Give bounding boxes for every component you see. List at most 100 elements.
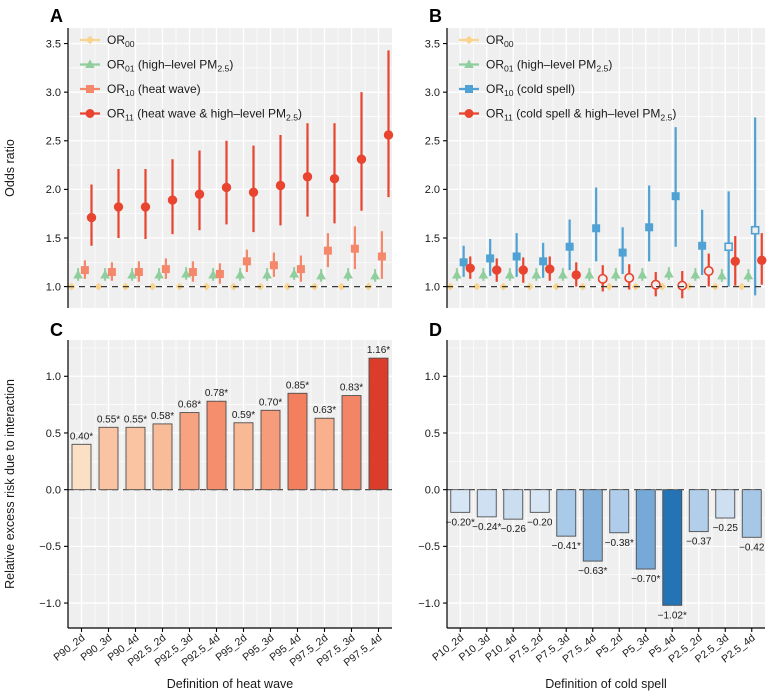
marker-square — [512, 252, 521, 261]
legend-item: OR01 (high–level PM2.5) — [80, 58, 233, 74]
x-axis-title: Definition of heat wave — [167, 677, 294, 691]
panel-d: −0.20*−0.24* −0.26−0.20 −0.41* −0.63* −0.38*… — [418, 320, 765, 691]
bar — [635, 489, 656, 570]
marker-triangle — [637, 269, 648, 279]
marker-diamond — [85, 35, 95, 45]
marker-circle — [464, 109, 474, 118]
marker-circle — [383, 130, 394, 140]
marker-circle — [167, 195, 178, 205]
bar-value-label: 0.55* — [124, 414, 147, 425]
marker-circle — [221, 182, 232, 193]
marker-circle — [571, 270, 581, 280]
marker-triangle — [127, 269, 137, 279]
bar — [476, 489, 497, 518]
marker-triangle — [289, 268, 299, 278]
y-tick-label: 0.0 — [46, 484, 61, 496]
series-or10 — [80, 226, 386, 284]
y-tick-label: −1.0 — [418, 598, 440, 610]
marker-triangle — [100, 269, 110, 279]
y-tick-label: 3.5 — [46, 38, 61, 50]
bar — [715, 489, 736, 519]
y-axis-title: Odds ratio — [3, 139, 17, 197]
y-tick-label: 1.5 — [425, 233, 440, 245]
marker-circle — [275, 180, 286, 191]
marker-circle — [356, 154, 367, 164]
marker-triangle — [262, 269, 272, 279]
legend-label-part: (high–level PM — [135, 58, 218, 72]
series-or01 — [451, 267, 754, 282]
bar — [368, 357, 389, 491]
marker-triangle — [716, 270, 727, 280]
marker-square — [350, 244, 359, 253]
marker-circle — [492, 265, 502, 275]
legend-label-part: ) — [608, 58, 612, 72]
bar-value-label: 1.16* — [367, 345, 390, 356]
bar-value-label: 0.40* — [70, 431, 93, 442]
marker-diamond — [552, 282, 561, 291]
legend-label-part: 2.5 — [660, 113, 672, 123]
legend-label-part: 00 — [504, 39, 514, 49]
x-axis-title: Definition of cold spell — [545, 677, 667, 691]
legend-label: OR11 (cold spell & high–level PM2.5) — [486, 107, 676, 123]
y-tick-label: 2.5 — [425, 136, 440, 148]
bar-value-label: −0.37 — [686, 537, 712, 548]
legend-label: OR01 (high–level PM2.5) — [486, 58, 612, 74]
legend-label-part: ) — [229, 58, 233, 72]
marker-triangle — [154, 269, 164, 279]
y-tick-label: −0.5 — [39, 541, 61, 553]
legend-label-part: 11 — [125, 113, 134, 123]
bar — [98, 426, 119, 491]
x-tick-label: P5_2d — [594, 632, 625, 660]
marker-square — [592, 224, 601, 233]
marker-square — [645, 223, 654, 232]
marker-triangle — [208, 269, 218, 279]
marker-triangle — [343, 269, 353, 279]
bar — [152, 423, 173, 491]
legend-label: OR10 (heat wave) — [107, 82, 201, 98]
marker-circle — [113, 202, 124, 212]
marker-circle — [140, 202, 151, 212]
marker-triangle — [504, 269, 515, 279]
legend-label-part: OR — [486, 58, 504, 72]
bar-value-label: 0.70* — [259, 397, 282, 408]
legend-item: OR00 — [80, 33, 135, 49]
marker-triangle — [73, 269, 83, 279]
panel-label: A — [50, 6, 63, 26]
marker-square — [671, 192, 680, 201]
marker-square — [377, 252, 386, 261]
marker-square — [698, 241, 707, 250]
marker-triangle — [663, 268, 674, 278]
marker-circle — [302, 172, 313, 182]
legend-item: OR00 — [459, 33, 514, 49]
marker-square — [539, 257, 548, 266]
marker-square — [459, 258, 468, 267]
bar — [287, 392, 308, 491]
marker-triangle — [557, 269, 568, 279]
legend-label-part: 2.5 — [596, 64, 608, 74]
marker-triangle — [181, 268, 191, 278]
legend-label-part: OR — [107, 33, 125, 47]
bar-value-label: −0.24* — [472, 522, 501, 533]
marker-square — [80, 266, 89, 275]
bar-value-label: 0.83* — [340, 383, 363, 394]
legend-label-part: (cold spell) — [514, 82, 575, 96]
y-tick-label: 3.0 — [46, 87, 61, 99]
y-tick-label: −1.0 — [39, 598, 61, 610]
bar-value-label: −0.20 — [527, 517, 553, 528]
bar-value-label: −0.25 — [713, 523, 739, 534]
bar — [450, 489, 471, 513]
bar — [125, 426, 146, 491]
marker-triangle — [743, 270, 754, 280]
legend-label-part: 00 — [125, 39, 135, 49]
series-or01 — [73, 267, 380, 282]
bar — [233, 422, 254, 491]
marker-square — [269, 261, 278, 270]
legend-item: OR10 (cold spell) — [459, 82, 575, 98]
marker-square — [107, 268, 116, 277]
bar — [206, 400, 227, 491]
y-tick-label: 2.0 — [425, 184, 440, 196]
y-tick-label: 1.5 — [46, 233, 61, 245]
marker-diamond — [464, 35, 474, 45]
